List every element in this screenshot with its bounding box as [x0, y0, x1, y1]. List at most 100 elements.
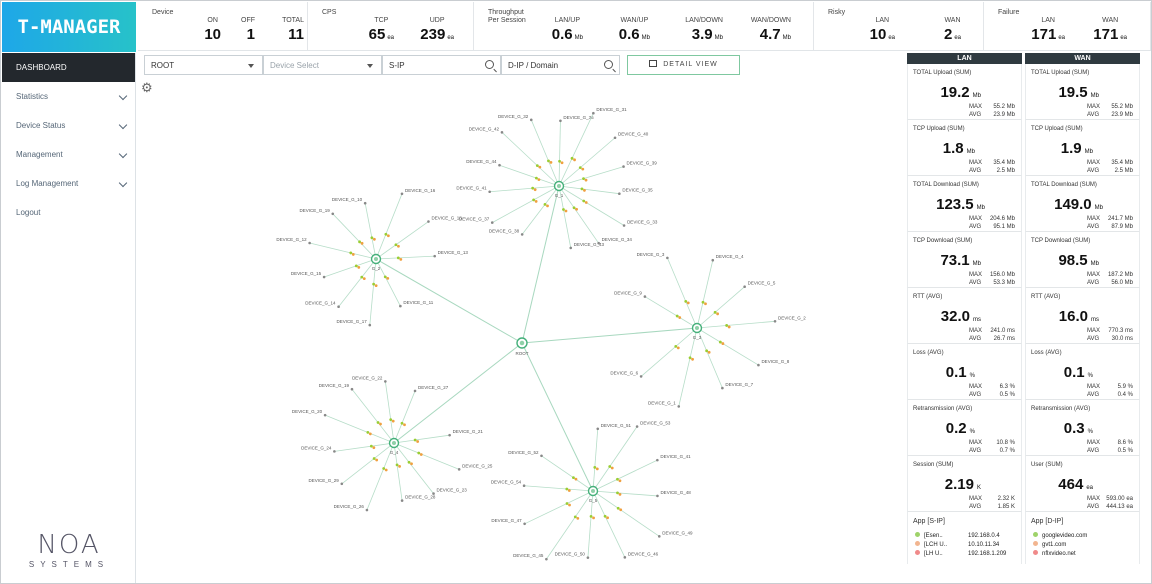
app-row[interactable]: gvt1.com	[1033, 541, 1122, 548]
app-row[interactable]: [Esen.. 192.168.0.4	[915, 532, 1000, 539]
device-node[interactable]	[500, 131, 504, 134]
device-node[interactable]	[523, 522, 526, 526]
device-node[interactable]	[666, 256, 669, 260]
app-card[interactable]: App [D-IP] googlevideo.com gvt1.com nflxvid…	[1025, 512, 1140, 564]
device-node[interactable]	[569, 246, 573, 250]
device-node[interactable]	[757, 363, 760, 367]
metric-card[interactable]: Retransmission (AVG) 0.2% MAX 10.8 % AVG 0.7 …	[907, 400, 1022, 456]
app-card[interactable]: App [S-IP] [Esen.. 192.168.0.4 [LCH U.. 10.1…	[907, 512, 1022, 564]
device-node[interactable]	[643, 295, 647, 298]
device-node[interactable]	[498, 163, 501, 167]
metric-card[interactable]: TOTAL Upload (SUM) 19.5 Mb MAX 55.2 Mb AVG 23.…	[1025, 64, 1140, 120]
metric-card[interactable]: Loss (AVG) 0.1% MAX 6.3 % AVG 0.5 %	[907, 344, 1022, 400]
device-node[interactable]	[540, 454, 543, 458]
device-node[interactable]	[363, 201, 367, 205]
chevron-down-icon[interactable]	[118, 120, 128, 130]
metric-card[interactable]: TOTAL Upload (SUM) 19.2 Mb MAX 55.2 Mb AVG 23.…	[907, 64, 1022, 120]
metric-card[interactable]: TOTAL Download (SUM) 149.0 Mb MAX 241.7 Mb AV…	[1025, 176, 1140, 232]
device-node[interactable]	[490, 221, 494, 224]
device-node[interactable]	[622, 224, 626, 227]
app-row[interactable]: [LH U.. 192.168.1.209	[915, 550, 1006, 557]
sidebar-item-log-management[interactable]: Log Management	[2, 169, 135, 198]
wan-panel-header: WAN	[1025, 53, 1140, 64]
device-node[interactable]	[520, 233, 524, 236]
chevron-down-icon[interactable]	[118, 178, 128, 188]
device-node[interactable]	[592, 111, 595, 115]
device-node[interactable]	[333, 450, 336, 453]
metric-card[interactable]: User (SUM) 464 ea MAX 593.00 ea AVG 444.13 ea	[1025, 456, 1140, 512]
metric-card[interactable]: Loss (AVG) 0.1% MAX 5.9 % AVG 0.4 %	[1025, 344, 1140, 400]
device-node[interactable]	[322, 275, 326, 279]
device-node[interactable]	[365, 508, 369, 512]
metric-card[interactable]: TCP Download (SUM) 73.1 Mb MAX 156.0 Mb AVG 53…	[907, 232, 1022, 288]
search-icon[interactable]	[485, 60, 494, 69]
device-node[interactable]	[657, 535, 661, 538]
device-node[interactable]	[522, 484, 526, 488]
device-node[interactable]	[618, 192, 621, 195]
device-node[interactable]	[384, 380, 387, 383]
device-node[interactable]	[721, 386, 724, 390]
app-row[interactable]: googlevideo.com	[1033, 532, 1122, 539]
metric-card[interactable]: TCP Download (SUM) 98.5 Mb MAX 187.2 Mb AVG 56…	[1025, 232, 1140, 288]
device-node[interactable]	[337, 305, 340, 309]
device-node[interactable]	[622, 165, 625, 168]
gear-icon[interactable]: ⚙	[141, 80, 153, 95]
app-row[interactable]: nflxvideo.net	[1033, 550, 1122, 557]
network-topology[interactable]: DEVICE_G_38 DEVICE_G_37 DEVICE_G_41 DEVICE_…	[138, 79, 903, 584]
device-node[interactable]	[656, 494, 659, 498]
device-node[interactable]	[743, 285, 746, 289]
device-select[interactable]: Device Select	[263, 55, 382, 75]
device-node[interactable]	[597, 241, 600, 245]
device-node[interactable]	[413, 389, 417, 393]
device-node[interactable]	[448, 433, 451, 437]
app-row[interactable]: [LCH U.. 10.10.11.34	[915, 541, 999, 548]
chevron-down-icon[interactable]	[118, 91, 128, 101]
device-node[interactable]	[399, 304, 402, 308]
device-node[interactable]	[613, 136, 617, 140]
device-node[interactable]	[368, 323, 372, 327]
sidebar-item-statistics[interactable]: Statistics	[2, 82, 135, 111]
t-manager-logo[interactable]: T-MANAGER	[2, 2, 136, 52]
chevron-down-icon[interactable]	[118, 149, 128, 159]
device-node[interactable]	[639, 375, 643, 378]
device-node[interactable]	[623, 556, 627, 559]
device-node[interactable]	[400, 499, 404, 502]
device-node[interactable]	[323, 413, 327, 417]
device-node[interactable]	[711, 258, 715, 262]
device-node[interactable]	[488, 190, 491, 194]
metric-card[interactable]: Session (SUM) 2.19 K MAX 2.32 K AVG 1.85 K	[907, 456, 1022, 512]
sidebar-item-device-status[interactable]: Device Status	[2, 111, 135, 140]
device-node[interactable]	[427, 220, 430, 223]
device-node[interactable]	[529, 118, 533, 122]
sidebar-item-logout[interactable]: Logout	[2, 198, 135, 227]
metric-card[interactable]: TOTAL Download (SUM) 123.5 Mb MAX 204.6 Mb AV…	[907, 176, 1022, 232]
metric-card[interactable]: Retransmission (AVG) 0.3% MAX 8.6 % AVG 0.5 %	[1025, 400, 1140, 456]
device-node[interactable]	[340, 482, 344, 486]
device-node[interactable]	[656, 458, 659, 462]
device-node[interactable]	[677, 405, 681, 408]
device-node[interactable]	[331, 212, 335, 216]
device-node[interactable]	[308, 241, 311, 245]
sip-search-input[interactable]: S-IP	[382, 55, 501, 75]
device-node[interactable]	[457, 468, 461, 471]
dip-search-input[interactable]: D-IP / Domain	[501, 55, 620, 75]
search-icon[interactable]	[604, 60, 613, 69]
device-node[interactable]	[635, 425, 639, 428]
device-node[interactable]	[400, 192, 404, 196]
device-node[interactable]	[559, 119, 562, 123]
sidebar-item-dashboard[interactable]: DASHBOARD	[2, 53, 135, 82]
device-node[interactable]	[596, 427, 600, 431]
root-select[interactable]: ROOT	[144, 55, 263, 75]
sidebar-item-management[interactable]: Management	[2, 140, 135, 169]
device-node[interactable]	[586, 556, 590, 559]
detail-view-button[interactable]: DETAIL VIEW	[627, 55, 740, 75]
metric-card[interactable]: RTT (AVG) 32.0 ms MAX 241.0 ms AVG 26.7 ms	[907, 288, 1022, 344]
metric-card[interactable]: TCP Upload (SUM) 1.9 Mb MAX 35.4 Mb AVG 2.5 Mb	[1025, 120, 1140, 176]
device-node[interactable]	[545, 557, 548, 561]
metric-card[interactable]: TCP Upload (SUM) 1.8 Mb MAX 35.4 Mb AVG 2.5 Mb	[907, 120, 1022, 176]
device-node[interactable]	[433, 254, 436, 258]
device-node[interactable]	[350, 387, 354, 391]
metric-card[interactable]: RTT (AVG) 16.0 ms MAX 770.3 ms AVG 30.0 ms	[1025, 288, 1140, 344]
device-node[interactable]	[773, 320, 777, 323]
device-node[interactable]	[432, 492, 435, 495]
